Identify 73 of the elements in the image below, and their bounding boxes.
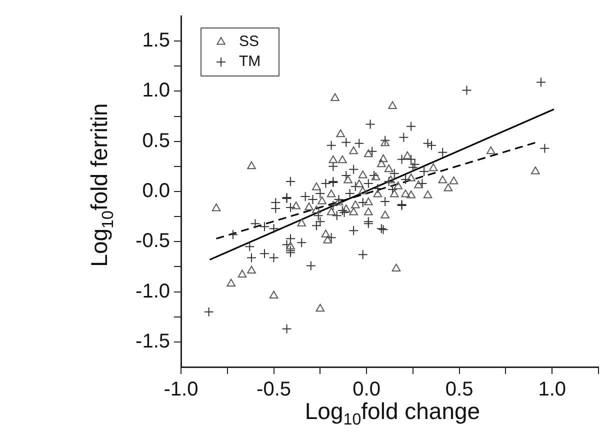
x-axis-title: Log$_{10}$fold change (304, 398, 480, 429)
point (328, 155, 338, 164)
point (531, 166, 540, 174)
point (358, 186, 368, 194)
point (269, 290, 278, 299)
point (338, 155, 347, 164)
point (371, 172, 380, 180)
point (386, 175, 396, 184)
y-tick-label: 0.0 (142, 180, 170, 202)
point (321, 230, 330, 238)
point (342, 204, 351, 212)
y-tick-label: 1.5 (142, 30, 170, 52)
point (326, 190, 336, 198)
point (238, 270, 247, 278)
x-tick-label: -1.0 (164, 378, 198, 401)
point (449, 176, 458, 184)
point (384, 164, 394, 172)
y-tick-label: -1.5 (136, 330, 170, 352)
point (388, 101, 397, 110)
x-tick-label: -0.5 (256, 378, 292, 401)
point (378, 154, 388, 162)
point (444, 183, 453, 192)
point (312, 182, 321, 190)
point (373, 190, 382, 198)
point (351, 200, 360, 208)
point (316, 304, 325, 312)
point (292, 202, 300, 210)
point (401, 190, 410, 198)
point (380, 210, 390, 218)
point (364, 198, 373, 206)
y-tick-label: 1.0 (142, 80, 170, 102)
point (226, 278, 236, 287)
y-tick-label: -1.0 (136, 280, 170, 302)
point (402, 151, 412, 160)
point (406, 190, 416, 198)
point (297, 218, 306, 226)
x-tick-label: 0.0 (352, 378, 380, 401)
point (336, 129, 345, 138)
legend-label: SS (239, 33, 260, 50)
point (423, 190, 432, 198)
point (364, 208, 373, 216)
point (318, 196, 326, 204)
point (390, 190, 399, 198)
point (247, 266, 256, 274)
legend-label: TM (239, 53, 261, 70)
x-tick-label: 0.5 (445, 378, 474, 401)
point (364, 149, 373, 158)
x-tick-label: 1.0 (538, 378, 566, 401)
point (380, 138, 390, 146)
point (247, 161, 256, 170)
point (428, 163, 438, 172)
point (394, 181, 402, 190)
point (326, 208, 336, 216)
point (414, 180, 423, 188)
point (312, 206, 321, 214)
point (330, 93, 340, 101)
point (486, 146, 496, 154)
point (377, 159, 386, 168)
point (392, 264, 401, 272)
point (438, 175, 448, 184)
point (358, 170, 368, 178)
point (334, 198, 344, 206)
point (304, 202, 314, 210)
y-tick-label: 0.5 (142, 130, 170, 152)
y-tick-label: -0.5 (136, 230, 170, 252)
point (344, 175, 352, 184)
point (212, 204, 221, 212)
point (406, 173, 416, 182)
point (354, 179, 364, 188)
point (349, 208, 358, 216)
point (323, 236, 332, 244)
point (286, 242, 295, 250)
point (349, 146, 358, 154)
